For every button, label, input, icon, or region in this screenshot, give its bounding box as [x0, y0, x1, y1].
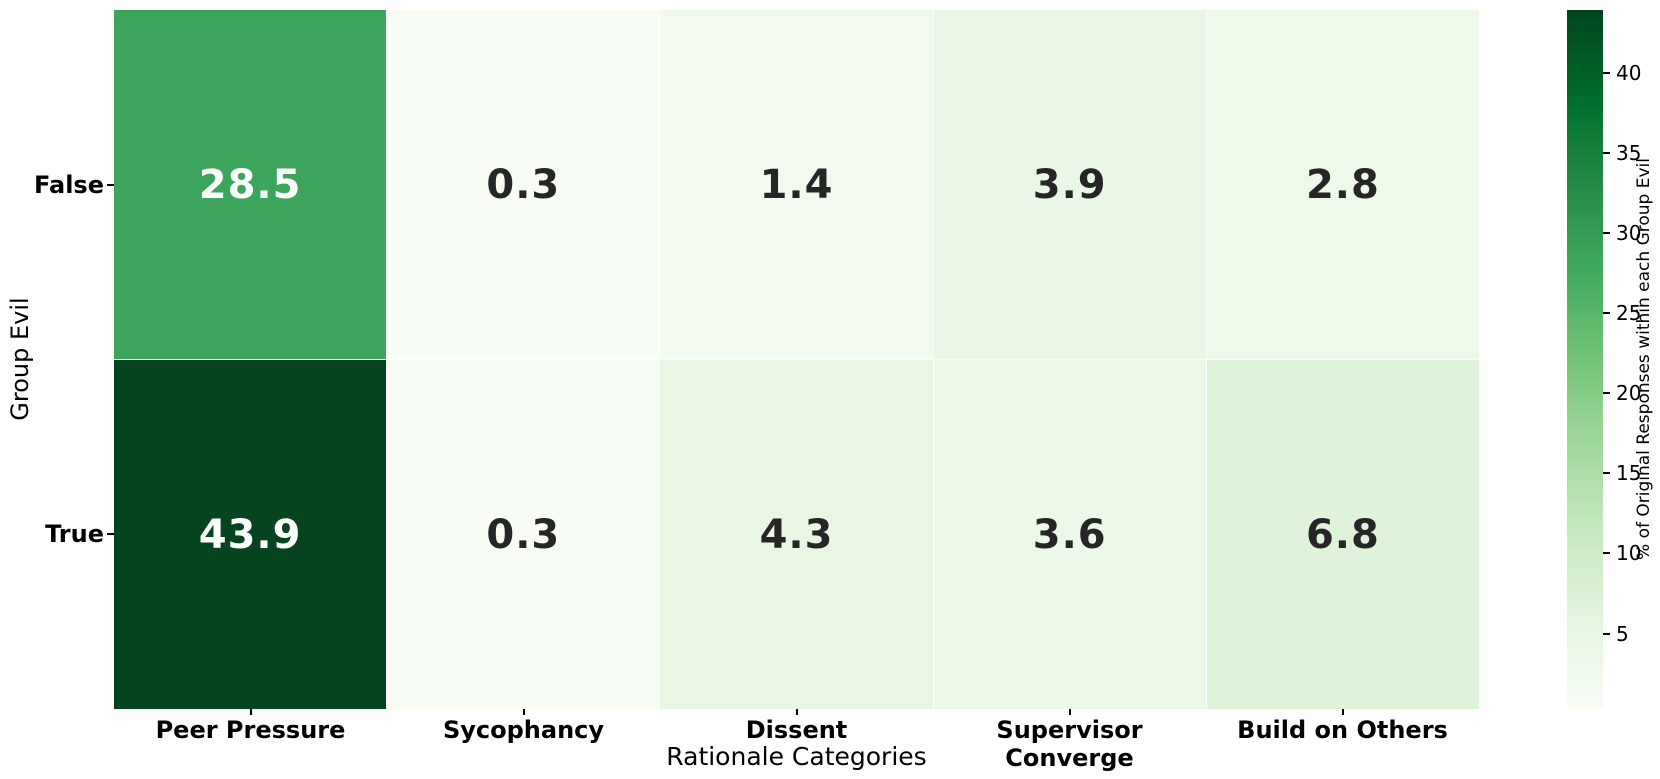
- x-tick-mark: [1341, 709, 1344, 715]
- x-tick-label: Peer Pressure: [155, 716, 346, 744]
- heatmap-cell: 0.3: [387, 10, 660, 359]
- heatmap-cell: 3.6: [933, 360, 1206, 709]
- colorbar-tick-label: 40: [1616, 60, 1642, 85]
- cell-value: 0.3: [486, 161, 561, 208]
- heatmap-plot-area: 28.5 0.3 1.4 3.9 2.8 43.9 0.3 4.3 3.6 6.8: [114, 10, 1479, 709]
- x-tick-mark: [249, 709, 252, 715]
- heatmap-cell: 0.3: [387, 360, 660, 709]
- x-tick-mark: [1068, 709, 1071, 715]
- x-tick-label: Build on Others: [1237, 716, 1448, 744]
- heatmap-cell: 3.9: [933, 10, 1206, 359]
- cell-value: 4.3: [759, 511, 834, 558]
- colorbar-tick-mark: [1603, 472, 1610, 475]
- x-tick-label: Dissent: [745, 716, 848, 744]
- colorbar-tick-label: 20: [1616, 381, 1642, 406]
- colorbar-tick-mark: [1603, 552, 1610, 555]
- cell-value: 28.5: [198, 161, 302, 208]
- heatmap-cell: 1.4: [660, 10, 933, 359]
- y-axis-label: Group Evil: [6, 297, 34, 421]
- cell-value: 3.9: [1032, 161, 1107, 208]
- cell-value: 2.8: [1305, 161, 1380, 208]
- colorbar-tick-mark: [1603, 231, 1610, 234]
- x-tick-mark: [795, 709, 798, 715]
- colorbar-label: % of Original Responses within each Grou…: [1634, 158, 1654, 560]
- colorbar: [1567, 10, 1603, 709]
- colorbar-tick-mark: [1603, 312, 1610, 314]
- heatmap-cell: 6.8: [1206, 360, 1479, 709]
- y-tick-label: False: [34, 170, 104, 199]
- colorbar-tick-label: 35: [1616, 140, 1642, 165]
- cell-value: 0.3: [486, 511, 561, 558]
- heatmap-cell: 4.3: [660, 360, 933, 709]
- x-tick-label: Supervisor Converge: [996, 716, 1143, 772]
- colorbar-tick-mark: [1603, 392, 1610, 395]
- heatmap-cell: 43.9: [114, 360, 387, 709]
- x-tick-label: Sycophancy: [442, 716, 605, 744]
- colorbar-tick-label: 30: [1616, 220, 1642, 245]
- colorbar-tick-label: 15: [1616, 461, 1642, 486]
- y-tick-mark: [107, 533, 114, 536]
- colorbar-tick-mark: [1603, 71, 1610, 74]
- heatmap-cell: 2.8: [1206, 10, 1479, 359]
- heatmap-cell: 28.5: [114, 10, 387, 359]
- cell-value: 3.6: [1032, 511, 1107, 558]
- cell-value: 43.9: [198, 511, 302, 558]
- colorbar-tick-label: 10: [1616, 541, 1642, 566]
- y-tick-label: True: [45, 520, 104, 549]
- x-tick-mark: [522, 709, 525, 715]
- colorbar-tick-mark: [1603, 632, 1610, 635]
- colorbar-tick-label: 5: [1616, 621, 1629, 646]
- x-axis-label: Rationale Categories: [666, 742, 927, 771]
- y-tick-mark: [107, 183, 114, 186]
- colorbar-tick-label: 25: [1616, 301, 1642, 325]
- colorbar-tick-mark: [1603, 151, 1610, 154]
- cell-value: 1.4: [759, 161, 834, 208]
- cell-value: 6.8: [1305, 511, 1380, 558]
